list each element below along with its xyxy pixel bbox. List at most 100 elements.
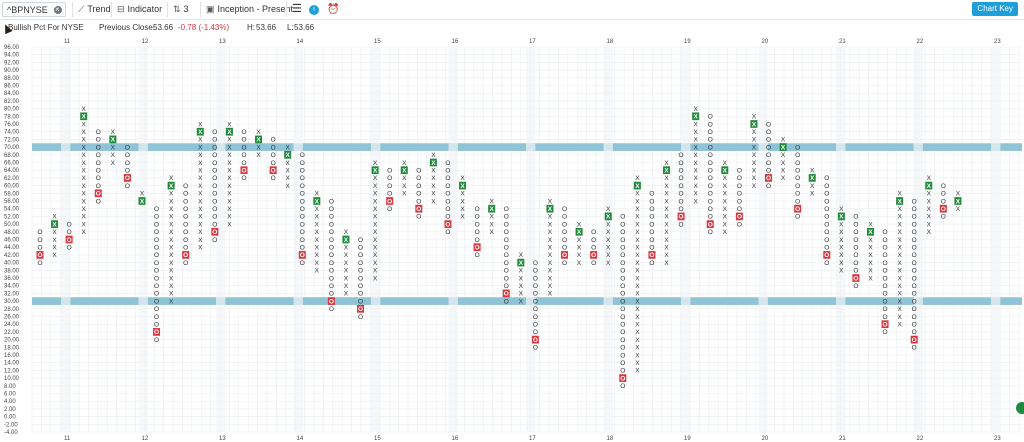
symbol-input[interactable]: ^BPNYSE [2, 2, 66, 17]
o-mark: O [37, 229, 42, 236]
x-mark: X [373, 245, 378, 252]
x-mark: X [577, 252, 582, 259]
o-mark: O [300, 229, 305, 236]
o-mark: O [679, 198, 684, 205]
x-mark: X [897, 237, 902, 244]
o-mark: O [912, 268, 917, 275]
y-tick-label: 30.00 [4, 299, 20, 305]
alarm-clock-icon[interactable]: ⏰ [327, 4, 340, 15]
reversal-box-label: X [693, 114, 698, 121]
o-mark: O [96, 198, 101, 205]
o-mark: O [416, 175, 421, 182]
o-mark: O [620, 229, 625, 236]
x-mark: X [548, 275, 553, 282]
x-mark: X [315, 237, 320, 244]
x-mark: X [606, 252, 611, 259]
reversal-box-label: O [620, 375, 625, 382]
chart-key-button[interactable]: Chart Key [972, 2, 1018, 16]
x-mark: X [111, 152, 116, 159]
o-mark: O [912, 322, 917, 329]
o-mark: O [620, 360, 625, 367]
settings-sliders-icon[interactable]: ☰ [292, 3, 302, 15]
x-mark: X [897, 214, 902, 221]
x-reversal-box [808, 174, 816, 182]
x-mark: X [82, 152, 87, 159]
x-mark: X [635, 329, 640, 336]
x-reversal-box [837, 212, 845, 221]
y-tick-label: 60.00 [4, 184, 20, 190]
reversal-box-label: O [941, 206, 946, 213]
x-mark: X [693, 191, 698, 198]
reversal-box-label: O [591, 252, 596, 259]
clear-symbol-icon[interactable] [54, 2, 62, 17]
o-mark: O [96, 175, 101, 182]
chart-toolbar: ^BPNYSE ⟋Trend ⊟Indicator ⇅3 ▣Inception … [0, 0, 1024, 20]
x-date-label-bottom: 18 [607, 436, 614, 442]
o-mark: O [329, 306, 334, 313]
o-mark: O [679, 160, 684, 167]
x-mark: X [373, 198, 378, 205]
x-mark: X [198, 121, 203, 128]
y-tick-label: 22.00 [4, 330, 20, 336]
x-mark: X [635, 291, 640, 298]
y-tick-label: 16.00 [4, 353, 20, 359]
x-mark: X [693, 175, 698, 182]
o-mark: O [271, 144, 276, 151]
o-mark: O [853, 260, 858, 267]
o-mark: O [620, 275, 625, 282]
y-tick-label: 12.00 [4, 368, 20, 374]
x-mark: X [839, 206, 844, 213]
x-mark: X [635, 229, 640, 236]
x-mark: X [198, 198, 203, 205]
x-mark: X [723, 160, 728, 167]
o-mark: O [824, 183, 829, 190]
o-mark: O [912, 283, 917, 290]
o-mark: O [853, 214, 858, 221]
x-mark: X [548, 291, 553, 298]
o-mark: O [445, 229, 450, 236]
x-mark: X [752, 144, 757, 151]
reversal-box-label: O [271, 168, 276, 175]
x-date-label-top: 17 [529, 39, 536, 45]
x-mark: X [635, 237, 640, 244]
change-value: -0.78 (-1.43%) [178, 23, 230, 32]
o-reversal-box [94, 189, 102, 198]
x-mark: X [82, 168, 87, 175]
reversal-box-label: X [431, 160, 436, 167]
reversal-box-label: O [475, 245, 480, 252]
trend-button[interactable]: ⟋ Trend [78, 2, 111, 17]
x-mark: X [169, 237, 174, 244]
x-mark: X [548, 229, 553, 236]
x-mark: X [344, 245, 349, 252]
x-mark: X [956, 191, 961, 198]
box-size-button[interactable]: ⇅ 3 [173, 2, 189, 17]
x-mark: X [752, 152, 757, 159]
x-mark: X [839, 221, 844, 228]
x-mark: X [227, 152, 232, 159]
reversal-box-label: O [853, 275, 858, 282]
info-icon[interactable]: i [309, 5, 319, 15]
o-mark: O [504, 268, 509, 275]
o-mark: O [533, 283, 538, 290]
x-mark: X [897, 268, 902, 275]
indicator-button[interactable]: ⊟ Indicator [117, 2, 162, 17]
o-reversal-box [706, 220, 714, 228]
x-mark: X [606, 229, 611, 236]
x-mark: X [373, 268, 378, 275]
status-dot[interactable] [1016, 402, 1024, 414]
o-mark: O [620, 352, 625, 359]
date-range-button[interactable]: ▣ Inception - Present [206, 2, 293, 17]
low-label: L: [287, 23, 294, 32]
x-mark: X [111, 160, 116, 167]
y-tick-label: 50.00 [4, 222, 20, 228]
o-mark: O [387, 183, 392, 190]
o-reversal-box [386, 197, 394, 205]
x-mark: X [577, 221, 582, 228]
o-mark: O [445, 206, 450, 213]
o-mark: O [708, 160, 713, 167]
x-mark: X [227, 160, 232, 167]
x-date-label-top: 12 [142, 39, 149, 45]
reversal-box-label: X [227, 129, 232, 136]
y-tick-label: 28.00 [4, 307, 20, 313]
